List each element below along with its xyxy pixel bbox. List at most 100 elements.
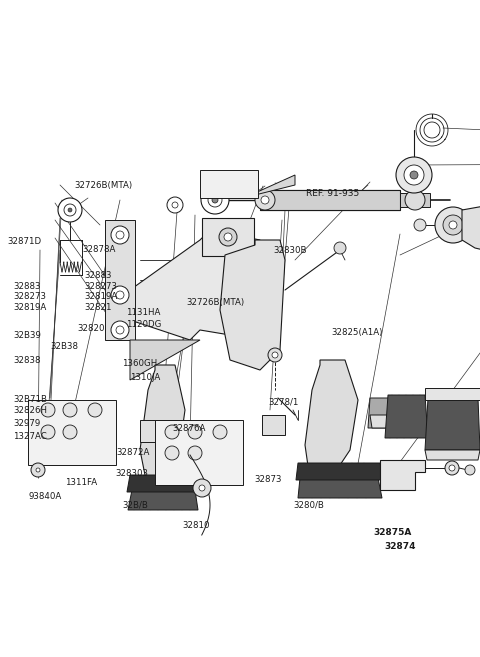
Circle shape	[68, 208, 72, 212]
Circle shape	[396, 157, 432, 193]
Text: 32810: 32810	[182, 521, 210, 530]
Bar	[140, 420, 190, 442]
Circle shape	[334, 242, 346, 254]
Circle shape	[188, 425, 202, 439]
Circle shape	[449, 221, 457, 229]
Text: 32B71B: 32B71B	[13, 395, 48, 404]
Text: 32B39: 32B39	[13, 330, 41, 340]
Circle shape	[188, 446, 202, 460]
Text: 1311FA: 1311FA	[65, 478, 97, 487]
Text: 32871D: 32871D	[7, 237, 41, 246]
Text: 328273: 328273	[13, 292, 47, 302]
Text: 32819A: 32819A	[84, 292, 117, 302]
Circle shape	[219, 228, 237, 246]
Circle shape	[172, 202, 178, 208]
Circle shape	[255, 275, 261, 281]
Circle shape	[193, 479, 211, 497]
Text: 32726B(MTA): 32726B(MTA)	[186, 298, 244, 307]
Circle shape	[445, 461, 459, 475]
Circle shape	[224, 233, 232, 241]
Text: 32878A: 32878A	[83, 245, 116, 254]
Circle shape	[41, 425, 55, 439]
Polygon shape	[130, 340, 200, 380]
Circle shape	[116, 231, 124, 239]
Text: 1360GH: 1360GH	[122, 359, 157, 369]
Bar	[202, 218, 254, 256]
Polygon shape	[400, 193, 430, 207]
Circle shape	[208, 193, 222, 207]
Circle shape	[213, 425, 227, 439]
Circle shape	[443, 215, 463, 235]
Polygon shape	[130, 230, 260, 340]
Polygon shape	[305, 360, 358, 480]
Polygon shape	[255, 175, 295, 195]
Circle shape	[449, 465, 455, 471]
Circle shape	[63, 425, 77, 439]
Text: REF. 91-935: REF. 91-935	[306, 189, 360, 198]
Circle shape	[36, 468, 40, 472]
Circle shape	[201, 186, 229, 214]
Text: 32B/B: 32B/B	[122, 500, 148, 509]
Circle shape	[111, 321, 129, 339]
Polygon shape	[128, 490, 198, 510]
Circle shape	[414, 219, 426, 231]
Text: 32876A: 32876A	[173, 424, 206, 433]
Text: 32B38: 32B38	[50, 342, 78, 351]
Circle shape	[184, 423, 200, 439]
Polygon shape	[220, 240, 285, 370]
Text: 32873: 32873	[254, 475, 282, 484]
Circle shape	[212, 197, 218, 203]
Polygon shape	[140, 365, 185, 490]
Polygon shape	[298, 478, 382, 498]
Polygon shape	[105, 220, 135, 340]
Text: 32979: 32979	[13, 419, 41, 428]
Circle shape	[63, 403, 77, 417]
Text: 1310JA: 1310JA	[130, 373, 160, 382]
Circle shape	[404, 165, 424, 185]
Circle shape	[165, 446, 179, 460]
Polygon shape	[462, 200, 480, 260]
Circle shape	[465, 465, 475, 475]
Text: 32826H: 32826H	[13, 406, 48, 415]
Polygon shape	[425, 450, 480, 460]
Text: 32726B(MTA): 32726B(MTA)	[74, 181, 132, 191]
Polygon shape	[368, 398, 412, 428]
Polygon shape	[296, 463, 384, 480]
Bar	[155, 420, 243, 485]
Circle shape	[116, 291, 124, 299]
Circle shape	[199, 485, 205, 491]
Text: 32872A: 32872A	[116, 447, 150, 457]
Text: 32830B: 32830B	[274, 246, 307, 256]
Circle shape	[165, 425, 179, 439]
Circle shape	[58, 198, 82, 222]
Polygon shape	[385, 395, 428, 438]
Text: 3278/1: 3278/1	[269, 397, 299, 407]
Text: 3280/B: 3280/B	[294, 500, 324, 509]
Text: 93840A: 93840A	[29, 491, 62, 501]
Circle shape	[41, 403, 55, 417]
Circle shape	[88, 403, 102, 417]
Bar	[28, 400, 116, 465]
Text: 32821: 32821	[84, 303, 111, 312]
Polygon shape	[425, 398, 480, 450]
Text: 32883: 32883	[13, 282, 41, 291]
Circle shape	[167, 197, 183, 213]
Text: 328273: 328273	[84, 282, 117, 291]
Text: 32819A: 32819A	[13, 303, 47, 312]
Circle shape	[250, 270, 266, 286]
Circle shape	[116, 326, 124, 334]
Circle shape	[272, 352, 278, 358]
Bar	[200, 170, 258, 198]
Text: 32875A: 32875A	[373, 528, 412, 537]
Text: 32820: 32820	[78, 324, 105, 333]
Text: 1327AC: 1327AC	[13, 432, 47, 442]
Circle shape	[255, 190, 275, 210]
Text: 32883: 32883	[84, 271, 111, 281]
Polygon shape	[425, 388, 480, 400]
Text: 32825(A1A): 32825(A1A)	[331, 328, 383, 337]
Circle shape	[405, 190, 425, 210]
Text: 1120DG: 1120DG	[126, 320, 161, 329]
Polygon shape	[370, 415, 410, 428]
Polygon shape	[127, 475, 200, 492]
Circle shape	[111, 226, 129, 244]
